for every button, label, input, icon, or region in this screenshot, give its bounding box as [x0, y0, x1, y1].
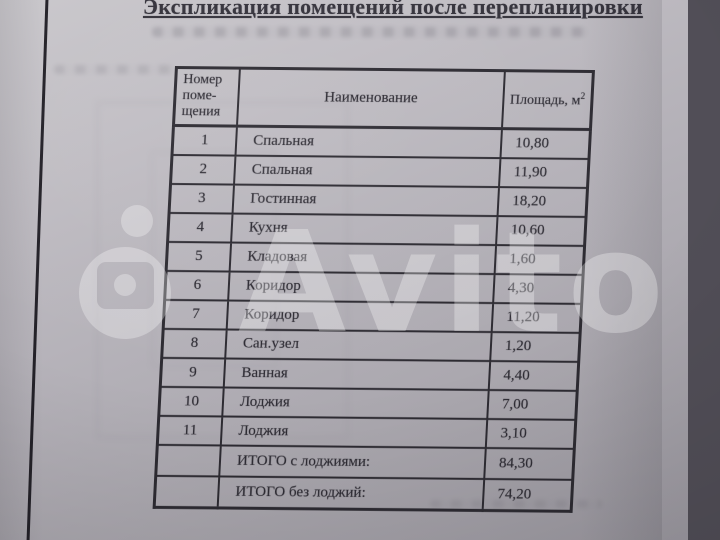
cell-room-number: 7 — [163, 299, 229, 330]
table-row: 1 Спальная 10,80 — [171, 125, 591, 159]
cell-room-area: 4,30 — [493, 274, 584, 304]
cell-room-name: Ванная — [223, 358, 491, 391]
cell-room-name: Спальная — [235, 126, 502, 159]
header-room-name: Наименование — [236, 68, 505, 129]
bleedthrough-text-smudge — [54, 65, 176, 74]
cell-room-area: 11,90 — [499, 158, 589, 188]
cell-room-number — [155, 444, 221, 477]
cell-total-label: ИТОГО с лоджиями: — [219, 445, 486, 479]
cell-room-number: 10 — [158, 386, 224, 417]
left-edge-shade — [0, 0, 48, 540]
table-row: 2 Спальная 11,90 — [170, 154, 589, 188]
cell-room-area: 1,60 — [494, 245, 585, 275]
cell-room-area: 11,20 — [491, 303, 582, 333]
cell-room-name: Сан.узел — [225, 329, 492, 362]
cell-room-number — [154, 475, 220, 508]
table-row: 10 Лоджия 7,00 — [158, 386, 578, 420]
cell-room-number: 9 — [160, 357, 226, 388]
cell-room-number: 4 — [167, 212, 233, 243]
cell-total-area: 74,20 — [482, 478, 573, 512]
table-row: 9 Ванная 4,40 — [160, 357, 579, 391]
cell-room-area: 1,20 — [490, 332, 581, 362]
cell-room-name: Лоджия — [220, 416, 488, 449]
header-room-area: Площадь, м2 — [501, 70, 594, 130]
cell-room-name: Коридор — [228, 271, 495, 304]
cell-room-area: 10,60 — [496, 216, 587, 246]
table-row: 11 Лоджия 3,10 — [157, 415, 576, 449]
cell-room-area: 7,00 — [487, 390, 578, 420]
cell-room-name: Кухня — [231, 213, 498, 246]
total-row: ИТОГО с лоджиями: 84,30 — [155, 444, 575, 480]
table-row: 3 Гостинная 18,20 — [169, 183, 588, 217]
cell-room-number: 2 — [170, 154, 236, 185]
cell-room-name: Лоджия — [222, 387, 489, 420]
cell-room-area: 4,40 — [488, 361, 579, 391]
cell-room-name: Кладовая — [229, 242, 497, 275]
table-row: 6 Коридор 4,30 — [164, 270, 584, 304]
table-header-row: Номер поме- щения Наименование Площадь, … — [173, 67, 594, 130]
cell-total-area: 84,30 — [484, 448, 575, 480]
cell-room-name: Спальная — [234, 155, 501, 188]
bleedthrough-text-smudge — [152, 27, 588, 37]
bleedthrough-plan-outline — [150, 150, 278, 368]
cell-room-number: 8 — [161, 328, 227, 359]
cell-room-number: 11 — [157, 415, 223, 446]
cell-room-number: 5 — [166, 241, 232, 272]
explication-table: Номер поме- щения Наименование Площадь, … — [152, 66, 595, 513]
header-area-label: Площадь, м — [509, 93, 581, 109]
table-row: 5 Кладовая 1,60 — [166, 241, 585, 275]
bleedthrough-plan-outline — [95, 100, 350, 440]
header-area-superscript: 2 — [580, 91, 586, 102]
cell-room-number: 3 — [169, 183, 235, 214]
table-row: 7 Коридор 11,20 — [163, 299, 582, 333]
paper-edge-shadow — [580, 0, 662, 540]
total-row: ИТОГО без лоджий: 74,20 — [154, 475, 573, 512]
cell-room-number: 6 — [164, 270, 230, 301]
cell-room-area: 10,80 — [500, 128, 591, 159]
table-row: 4 Кухня 10,60 — [167, 212, 587, 246]
cell-room-number: 1 — [171, 125, 237, 156]
cell-room-name: Гостинная — [232, 184, 500, 217]
page-title: Экспликация помещений после перепланиров… — [143, 0, 643, 19]
cell-room-area: 3,10 — [485, 419, 576, 449]
cell-total-label: ИТОГО без лоджий: — [217, 476, 485, 511]
room-table: Номер поме- щения Наименование Площадь, … — [152, 66, 595, 513]
paper-background — [0, 0, 688, 540]
cell-room-area: 18,20 — [497, 187, 588, 217]
header-room-number: Номер поме- щения — [173, 67, 240, 127]
table-row: 8 Сан.узел 1,20 — [161, 328, 581, 362]
bleedthrough-text-smudge — [430, 500, 602, 508]
cell-room-name: Коридор — [226, 300, 494, 333]
